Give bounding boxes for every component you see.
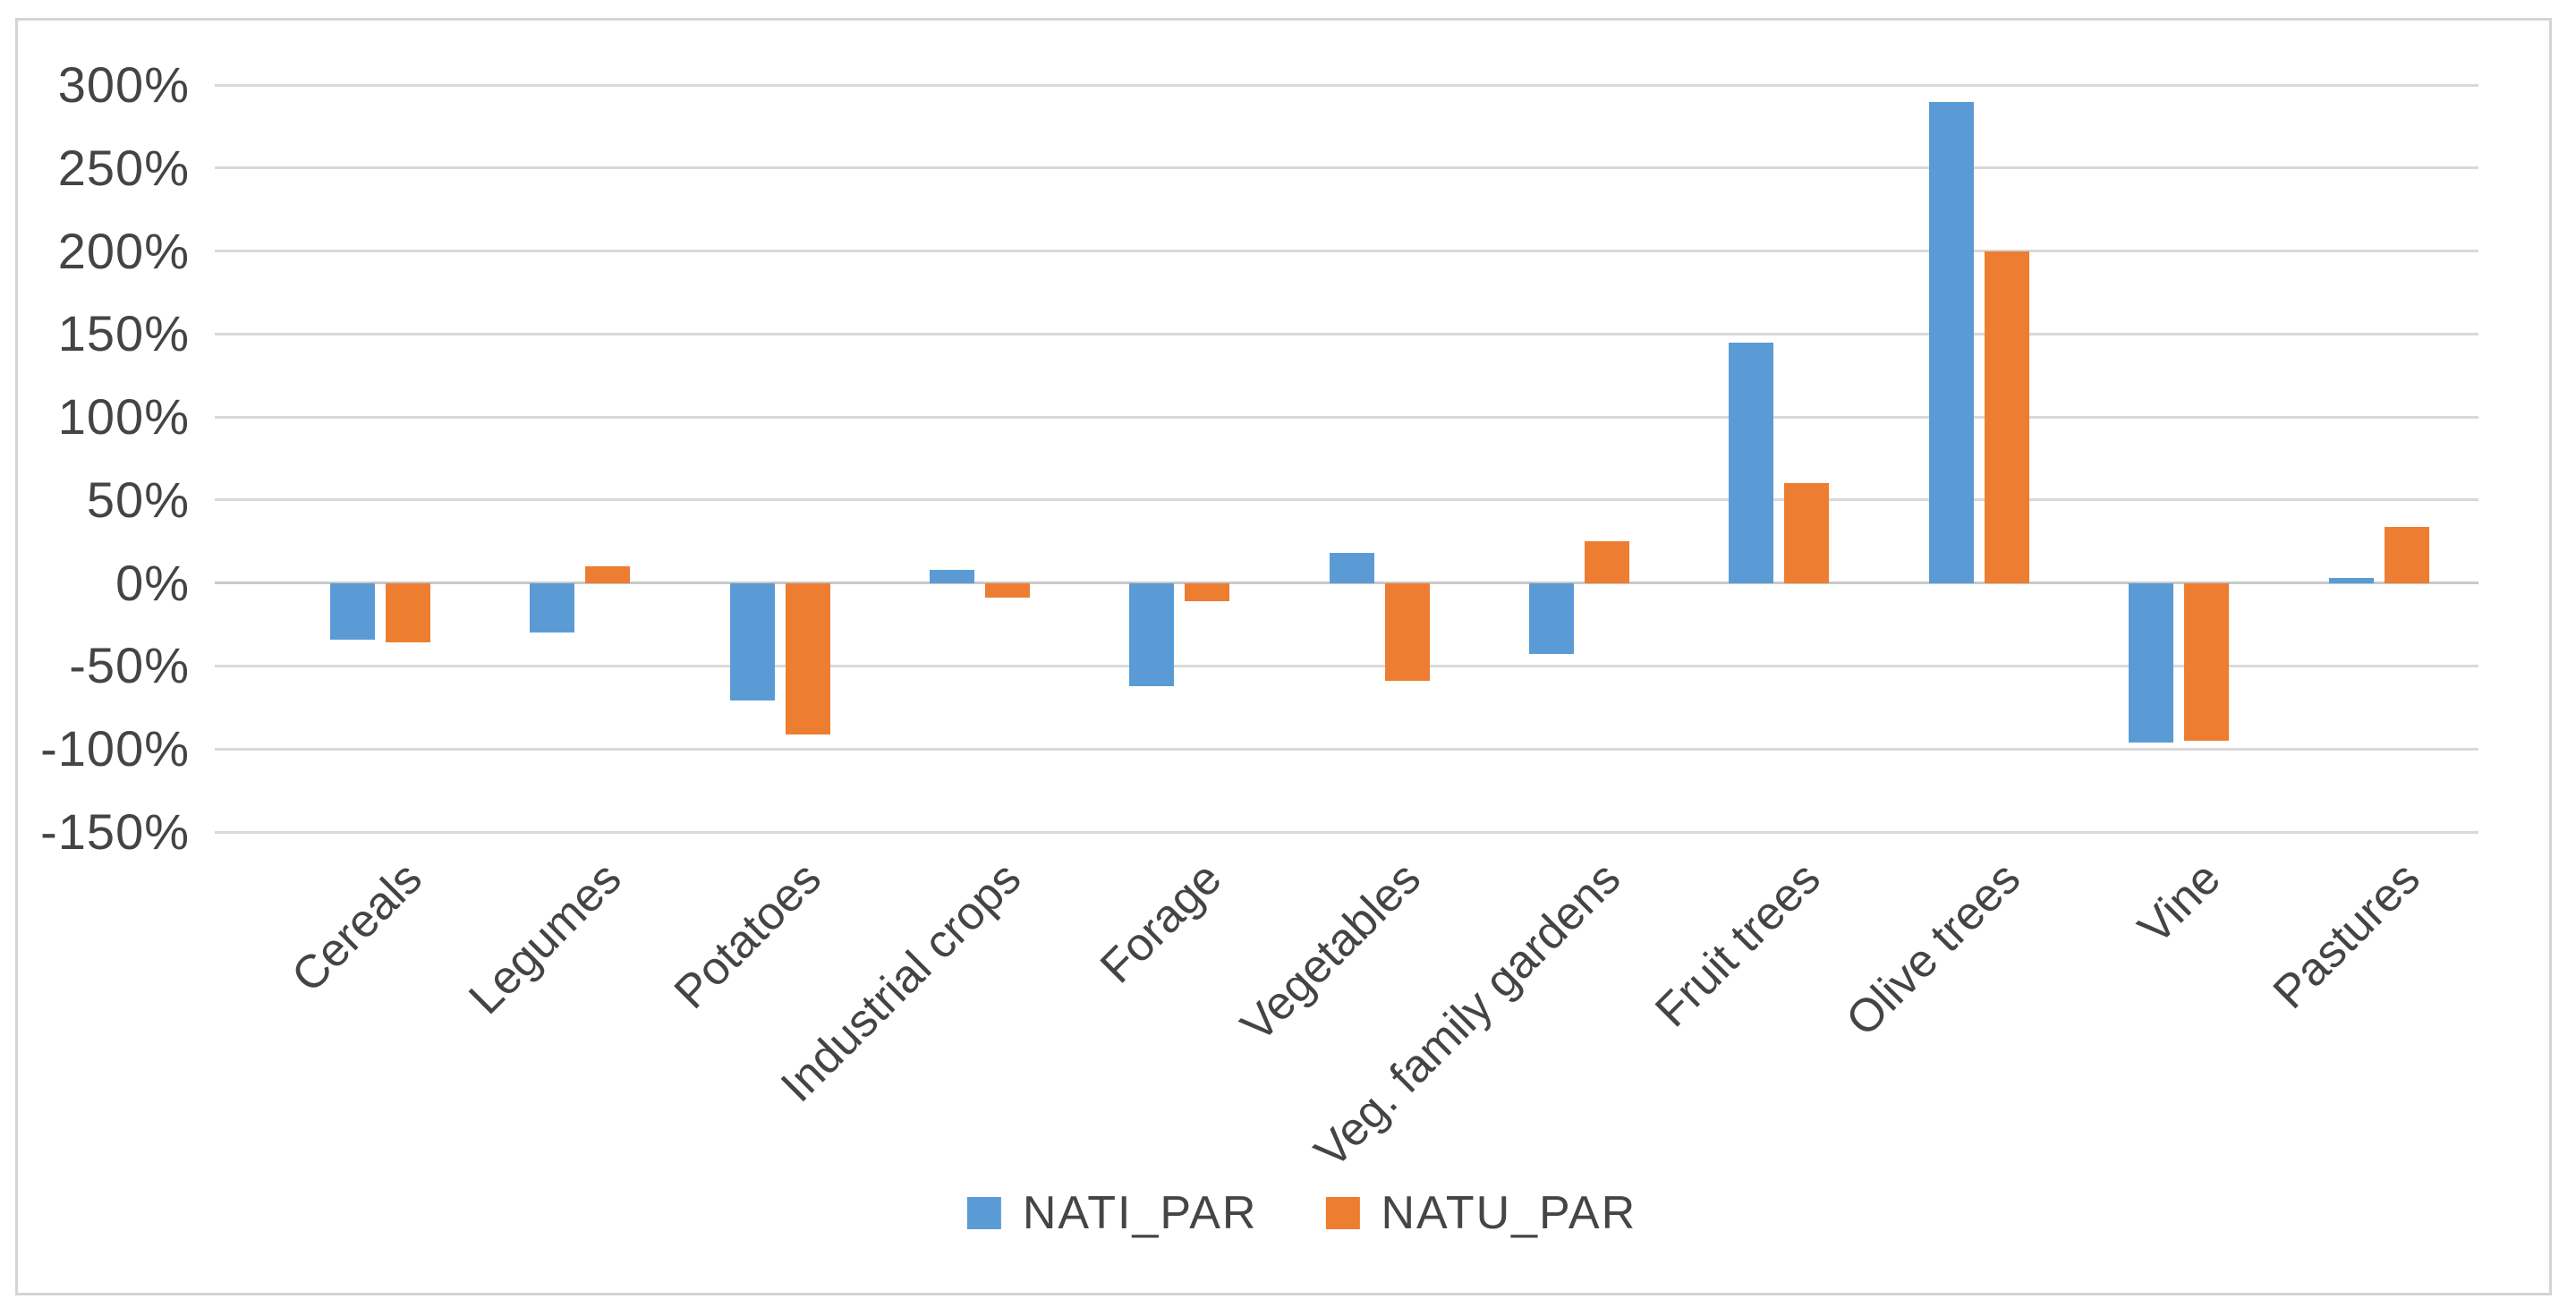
y-tick-label-0: 0% [115, 554, 190, 611]
bar-natu-par-forage [1185, 582, 1230, 602]
legend-label-nati-par: NATI_PAR [1022, 1187, 1258, 1239]
y-tick-label--150: -150% [40, 803, 190, 860]
bar-nati-par-vine [2129, 582, 2174, 743]
bar-natu-par-veg-family-gardens [1585, 541, 1630, 583]
gridline-150 [215, 332, 2478, 335]
bar-natu-par-olive-trees [1984, 250, 2029, 583]
legend-label-natu-par: NATU_PAR [1381, 1187, 1637, 1239]
y-tick-label--50: -50% [69, 637, 190, 694]
y-tick-label-250: 250% [57, 139, 190, 196]
bar-natu-par-vine [2184, 582, 2230, 741]
gridline--150 [215, 830, 2478, 834]
bar-nati-par-industrial-crops [930, 569, 975, 583]
bar-nati-par-forage [1129, 582, 1175, 686]
bar-natu-par-legumes [585, 566, 631, 583]
legend-item-nati-par: NATI_PAR [966, 1186, 1258, 1240]
bar-natu-par-cereals [386, 582, 430, 643]
bar-nati-par-legumes [530, 582, 575, 633]
gridline-0 [215, 582, 2478, 585]
y-tick-label-300: 300% [57, 56, 190, 113]
legend: NATI_PAR NATU_PAR [966, 1186, 1637, 1240]
bar-natu-par-pastures [2384, 526, 2429, 583]
y-tick-label-150: 150% [57, 305, 190, 362]
bar-natu-par-potatoes [785, 582, 830, 734]
bar-natu-par-industrial-crops [985, 582, 1031, 599]
y-tick-label-50: 50% [86, 471, 190, 528]
y-tick-label--100: -100% [40, 720, 190, 777]
legend-swatch-natu-par-icon [1325, 1197, 1360, 1229]
gridline-50 [215, 498, 2478, 502]
gridline--50 [215, 664, 2478, 667]
bar-nati-par-fruit-trees [1729, 342, 1774, 583]
gridline--100 [215, 747, 2478, 751]
bar-nati-par-cereals [330, 582, 375, 640]
bar-natu-par-fruit-trees [1784, 483, 1830, 583]
gridline-300 [215, 83, 2478, 87]
bar-nati-par-potatoes [729, 582, 775, 701]
bar-nati-par-vegetables [1329, 553, 1374, 583]
bar-nati-par-veg-family-gardens [1529, 582, 1575, 655]
gridline-100 [215, 415, 2478, 419]
gridline-250 [215, 166, 2478, 170]
gridline-200 [215, 250, 2478, 253]
legend-swatch-nati-par-icon [966, 1197, 1001, 1229]
y-tick-label-200: 200% [57, 222, 190, 279]
bar-nati-par-pastures [2328, 578, 2374, 583]
bar-natu-par-vegetables [1384, 582, 1430, 682]
legend-item-natu-par: NATU_PAR [1325, 1186, 1637, 1240]
y-tick-label-100: 100% [57, 388, 190, 446]
bar-nati-par-olive-trees [1928, 101, 1974, 583]
